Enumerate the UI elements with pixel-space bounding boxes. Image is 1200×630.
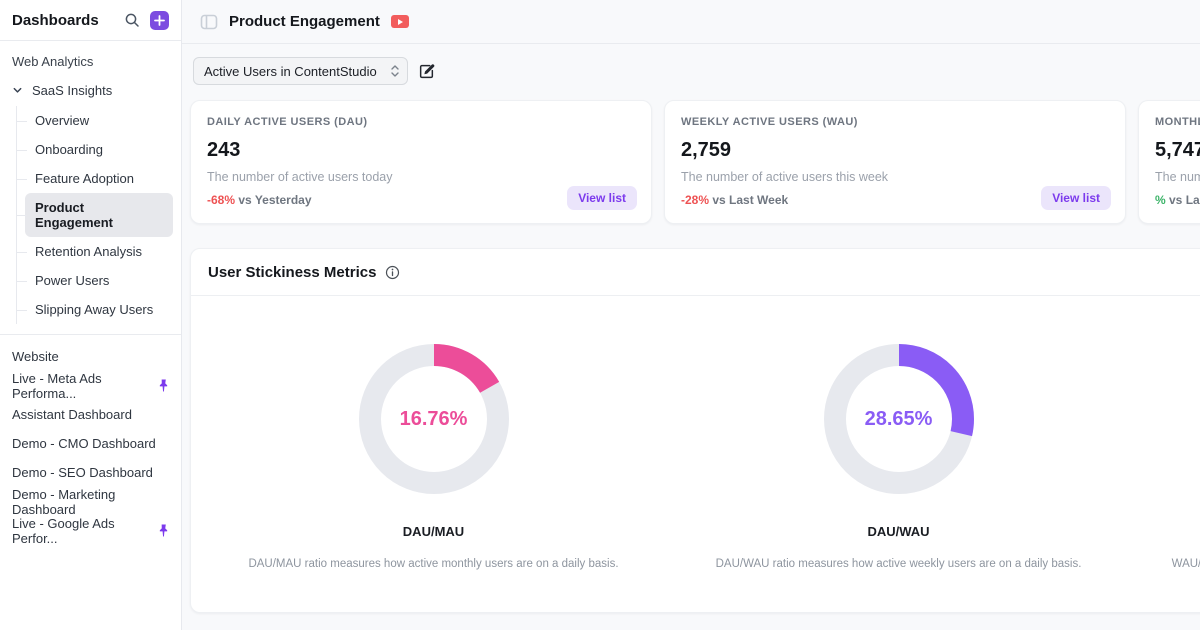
chevron-up-down-icon: [390, 64, 400, 78]
controls-bar: Active Users in ContentStudio: [193, 57, 435, 85]
sidebar-item-demo-cmo-dashboard[interactable]: Demo - CMO Dashboard: [12, 436, 156, 451]
dau-mau-donut-chart: 16.76%: [358, 344, 509, 494]
add-dashboard-button[interactable]: [150, 10, 169, 30]
sidebar-group-saas-insights[interactable]: SaaS Insights: [0, 74, 181, 106]
stickiness-charts-row: 16.76% DAU/MAU DAU/MAU ratio measures ho…: [191, 344, 1200, 570]
user-stickiness-header: User Stickiness Metrics: [191, 249, 1200, 296]
wau-mau-description: WAU/MAU ratio measures how active monthl…: [1171, 558, 1200, 570]
dau-wau-label: DAU/WAU: [867, 524, 930, 539]
sidebar-item-overview[interactable]: Overview: [17, 106, 173, 135]
sidebar-title: Dashboards: [12, 11, 99, 29]
dau-card-description: The number of active users today: [207, 170, 393, 184]
user-stickiness-card: User Stickiness Metrics 16.76% DAU/MAU D…: [190, 248, 1200, 613]
wau-view-list-button[interactable]: View list: [1041, 186, 1111, 210]
sidebar-item-onboarding[interactable]: Onboarding: [17, 135, 173, 164]
sidebar-tree: Overview Onboarding Feature Adoption Pro…: [16, 106, 181, 324]
metric-view-select[interactable]: Active Users in ContentStudio: [193, 57, 408, 85]
sidebar-toggle-icon[interactable]: [200, 13, 218, 31]
mau-card-label: MONTHLY ACTIVE USERS (MAU): [1155, 116, 1200, 128]
sidebar-item-demo-seo-dashboard[interactable]: Demo - SEO Dashboard: [12, 465, 153, 480]
dau-card-value: 243: [207, 139, 241, 161]
mau-card-change: % vs Last Month: [1155, 193, 1200, 207]
video-tutorial-icon[interactable]: [390, 15, 409, 28]
sidebar-item-slipping-away-users[interactable]: Slipping Away Users: [17, 295, 173, 324]
dau-mau-label: DAU/MAU: [402, 524, 465, 539]
wau-card-change: -28% vs Last Week: [681, 193, 1109, 207]
change-value: -28%: [681, 193, 710, 207]
sidebar-item-web-analytics[interactable]: Web Analytics: [12, 54, 94, 69]
mau-card-value: 5,747: [1155, 139, 1200, 161]
wau-card-label: WEEKLY ACTIVE USERS (WAU): [681, 116, 858, 128]
sidebar-group-label: SaaS Insights: [32, 83, 113, 98]
sidebar-item-retention-analysis[interactable]: Retention Analysis: [17, 237, 173, 266]
sidebar-item-power-users[interactable]: Power Users: [17, 266, 173, 295]
metric-cards-row: DAILY ACTIVE USERS (DAU) 243 The number …: [190, 100, 1200, 224]
dau-view-list-button[interactable]: View list: [567, 186, 637, 210]
change-value: -68%: [207, 193, 236, 207]
dau-wau-donut-chart: 28.65%: [823, 344, 974, 494]
dau-mau-description: DAU/MAU ratio measures how active monthl…: [248, 558, 619, 570]
dau-card-label: DAILY ACTIVE USERS (DAU): [207, 116, 368, 128]
wau-card-value: 2,759: [681, 139, 732, 161]
dau-wau-chart: 28.65% DAU/WAU DAU/WAU ratio measures ho…: [666, 344, 1131, 570]
edit-icon[interactable]: [418, 63, 435, 80]
dau-mau-chart: 16.76% DAU/MAU DAU/MAU ratio measures ho…: [201, 344, 666, 570]
dau-wau-percent: 28.65%: [864, 407, 933, 430]
metric-view-selected-value: Active Users in ContentStudio: [204, 63, 377, 79]
dau-card: DAILY ACTIVE USERS (DAU) 243 The number …: [190, 100, 652, 224]
change-value: %: [1155, 193, 1166, 207]
wau-mau-chart: WAU/MAU WAU/MAU ratio measures how activ…: [1131, 344, 1200, 570]
dau-mau-percent: 16.76%: [399, 407, 468, 430]
pin-icon: [158, 379, 169, 392]
change-suffix: vs Last Month: [1169, 193, 1200, 207]
wau-card: WEEKLY ACTIVE USERS (WAU) 2,759 The numb…: [664, 100, 1126, 224]
page-title: Product Engagement: [229, 13, 380, 30]
dau-card-change: -68% vs Yesterday: [207, 193, 635, 207]
sidebar-item-demo-marketing-dashboard[interactable]: Demo - Marketing Dashboard: [12, 486, 116, 517]
dau-wau-description: DAU/WAU ratio measures how active weekly…: [715, 558, 1082, 570]
change-suffix: vs Last Week: [709, 193, 789, 207]
sidebar-item-assistant-dashboard[interactable]: Assistant Dashboard: [12, 407, 132, 422]
sidebar-header: Dashboards: [0, 0, 181, 41]
wau-card-description: The number of active users this week: [681, 170, 889, 184]
mau-card: MONTHLY ACTIVE USERS (MAU) 5,747 The num…: [1138, 100, 1200, 224]
sidebar: Dashboards Web Analytics SaaS Insights O…: [0, 0, 182, 630]
chevron-down-icon: [12, 85, 23, 96]
mau-card-description: The number of active users this month: [1155, 170, 1200, 184]
sidebar-item-live-google-ads[interactable]: Live - Google Ads Perfor...: [0, 516, 181, 546]
info-icon[interactable]: [385, 265, 400, 280]
sidebar-item-product-engagement[interactable]: Product Engagement: [17, 193, 173, 237]
change-suffix: vs Yesterday: [235, 193, 312, 207]
sidebar-item-website[interactable]: Website: [12, 349, 59, 364]
search-icon[interactable]: [124, 12, 140, 28]
pin-icon: [158, 524, 169, 537]
page-header: Product Engagement: [182, 0, 1200, 44]
sidebar-divider: [0, 334, 181, 335]
sidebar-item-feature-adoption[interactable]: Feature Adoption: [17, 164, 173, 193]
sidebar-item-live-meta-ads[interactable]: Live - Meta Ads Performa...: [0, 371, 181, 401]
user-stickiness-title: User Stickiness Metrics: [208, 263, 377, 281]
main-content: Product Engagement Active Users in Conte…: [182, 0, 1200, 630]
